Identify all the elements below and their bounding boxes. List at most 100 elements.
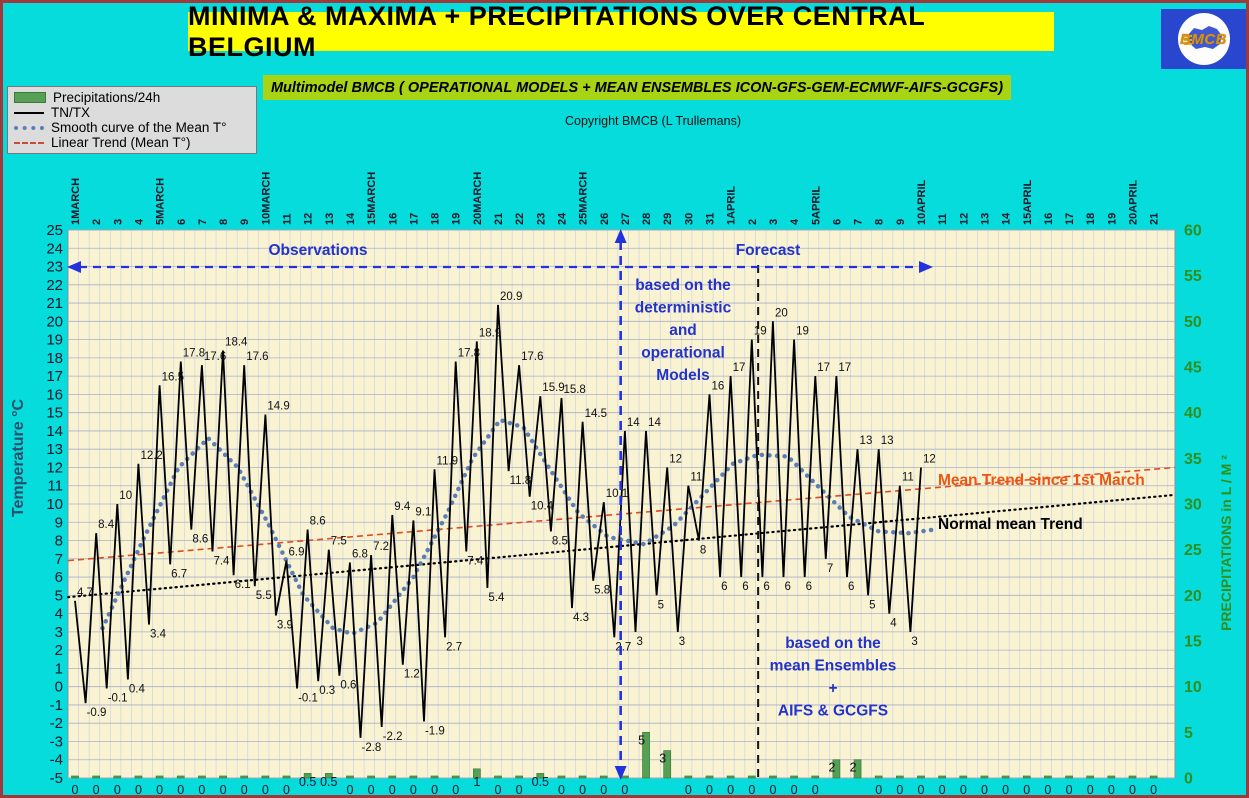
svg-text:0: 0	[1184, 771, 1193, 788]
svg-text:20APRIL: 20APRIL	[1128, 179, 1140, 225]
svg-text:17: 17	[838, 362, 851, 374]
svg-text:-1: -1	[50, 697, 63, 714]
svg-text:15.9: 15.9	[542, 382, 564, 394]
svg-text:-4: -4	[50, 752, 63, 769]
svg-text:18.4: 18.4	[225, 337, 248, 349]
svg-text:-2: -2	[50, 715, 63, 732]
svg-text:0: 0	[812, 783, 819, 797]
chart-canvas: 2524232221201918171615141312111098765432…	[10, 172, 1234, 797]
svg-text:9.1: 9.1	[415, 506, 431, 518]
forecast-divider	[614, 229, 627, 780]
svg-text:17: 17	[1064, 213, 1076, 225]
svg-text:24: 24	[556, 212, 568, 225]
svg-text:10.1: 10.1	[606, 488, 628, 500]
svg-text:23: 23	[46, 259, 63, 276]
svg-text:5APRIL: 5APRIL	[810, 186, 822, 225]
svg-text:14: 14	[648, 417, 661, 429]
observation-forecast-arrow	[67, 261, 933, 273]
svg-text:13: 13	[860, 435, 873, 447]
svg-text:11: 11	[282, 213, 294, 225]
svg-text:0: 0	[896, 783, 903, 797]
svg-text:17: 17	[733, 362, 746, 374]
svg-text:60: 60	[1184, 223, 1202, 240]
svg-text:5: 5	[1184, 725, 1193, 742]
svg-text:14: 14	[627, 417, 640, 429]
svg-text:17.6: 17.6	[204, 351, 226, 363]
svg-text:0: 0	[918, 783, 925, 797]
svg-text:21: 21	[493, 213, 505, 225]
svg-text:10: 10	[1184, 679, 1202, 696]
trend-swatch-icon	[14, 141, 44, 144]
svg-text:5.5: 5.5	[256, 590, 272, 602]
svg-text:19: 19	[1106, 213, 1118, 225]
svg-text:0: 0	[600, 783, 607, 797]
legend-label: Smooth curve of the Mean T°	[51, 120, 227, 135]
svg-text:19: 19	[46, 332, 63, 349]
belgium-map-icon	[1183, 26, 1222, 49]
mean-trend-label: Mean Trend since 1st March	[938, 472, 1145, 489]
page-title: MINIMA & MAXIMA + PRECIPITATIONS OVER CE…	[188, 3, 1054, 62]
annotation-texts: Observations Forecast based on the determin…	[268, 242, 1144, 720]
svg-text:5.8: 5.8	[594, 585, 610, 597]
svg-text:0: 0	[960, 783, 967, 797]
svg-text:0: 0	[748, 783, 755, 797]
svg-text:6: 6	[721, 581, 727, 593]
svg-text:21: 21	[1149, 213, 1161, 225]
svg-text:2: 2	[91, 219, 103, 225]
svg-text:5: 5	[869, 599, 875, 611]
svg-text:16: 16	[712, 380, 725, 392]
svg-text:3: 3	[911, 636, 917, 648]
svg-text:35: 35	[1184, 451, 1202, 468]
right-axis-title: PRECIPITATIONS in L / M ²	[1218, 455, 1234, 631]
svg-text:and: and	[669, 322, 697, 339]
svg-text:0: 0	[177, 783, 184, 797]
svg-text:2: 2	[850, 761, 857, 775]
svg-text:3: 3	[659, 752, 666, 766]
svg-text:10: 10	[119, 490, 132, 502]
svg-text:6: 6	[55, 569, 63, 586]
svg-text:0: 0	[981, 783, 988, 797]
svg-text:18: 18	[1085, 213, 1097, 225]
svg-text:0: 0	[410, 783, 417, 797]
x-axis-labels: 1MARCH 2 3 4 5MARCH 6 7 8 9 10MARCH 11 12 13 14 15MARC…	[70, 172, 1161, 225]
svg-text:based on the: based on the	[635, 277, 731, 294]
svg-text:3.4: 3.4	[150, 629, 167, 641]
svg-text:5: 5	[55, 587, 63, 604]
svg-text:15: 15	[1184, 634, 1202, 651]
bmcb-logo-text: BMCB	[1180, 30, 1227, 48]
svg-text:AIFS & GCGFS: AIFS & GCGFS	[778, 703, 888, 720]
legend-label: Linear Trend (Mean T°)	[51, 135, 191, 150]
svg-text:18: 18	[430, 213, 442, 225]
legend-label: TN/TX	[51, 105, 90, 120]
svg-text:0.3: 0.3	[319, 685, 335, 697]
svg-text:1.2: 1.2	[404, 669, 420, 681]
svg-text:8: 8	[874, 219, 886, 225]
svg-text:12: 12	[303, 213, 315, 225]
svg-text:Forecast: Forecast	[736, 242, 801, 259]
legend-item-linear-trend: Linear Trend (Mean T°)	[14, 135, 256, 150]
svg-text:0.5: 0.5	[320, 775, 337, 789]
svg-text:6: 6	[742, 581, 748, 593]
svg-text:operational: operational	[641, 345, 725, 362]
chart-legend: Precipitations/24h TN/TX Smooth curve of…	[7, 86, 257, 154]
svg-text:12: 12	[958, 213, 970, 225]
svg-text:25: 25	[1184, 542, 1202, 559]
svg-text:20: 20	[775, 307, 788, 319]
svg-text:13: 13	[881, 435, 894, 447]
svg-text:14: 14	[46, 423, 63, 440]
svg-text:11.8: 11.8	[510, 475, 532, 487]
svg-text:7: 7	[827, 563, 833, 575]
svg-text:0: 0	[706, 783, 713, 797]
svg-text:15.8: 15.8	[563, 384, 585, 396]
precip-swatch-icon	[14, 92, 46, 103]
svg-text:22: 22	[46, 277, 63, 294]
svg-text:-2.2: -2.2	[383, 731, 403, 743]
svg-text:0: 0	[431, 783, 438, 797]
svg-text:0: 0	[368, 783, 375, 797]
bmcb-logo-circle: BMCB	[1177, 13, 1230, 65]
svg-text:0: 0	[1108, 783, 1115, 797]
svg-text:-0.1: -0.1	[108, 692, 128, 704]
svg-text:20MARCH: 20MARCH	[472, 172, 484, 225]
svg-text:0: 0	[1044, 783, 1051, 797]
